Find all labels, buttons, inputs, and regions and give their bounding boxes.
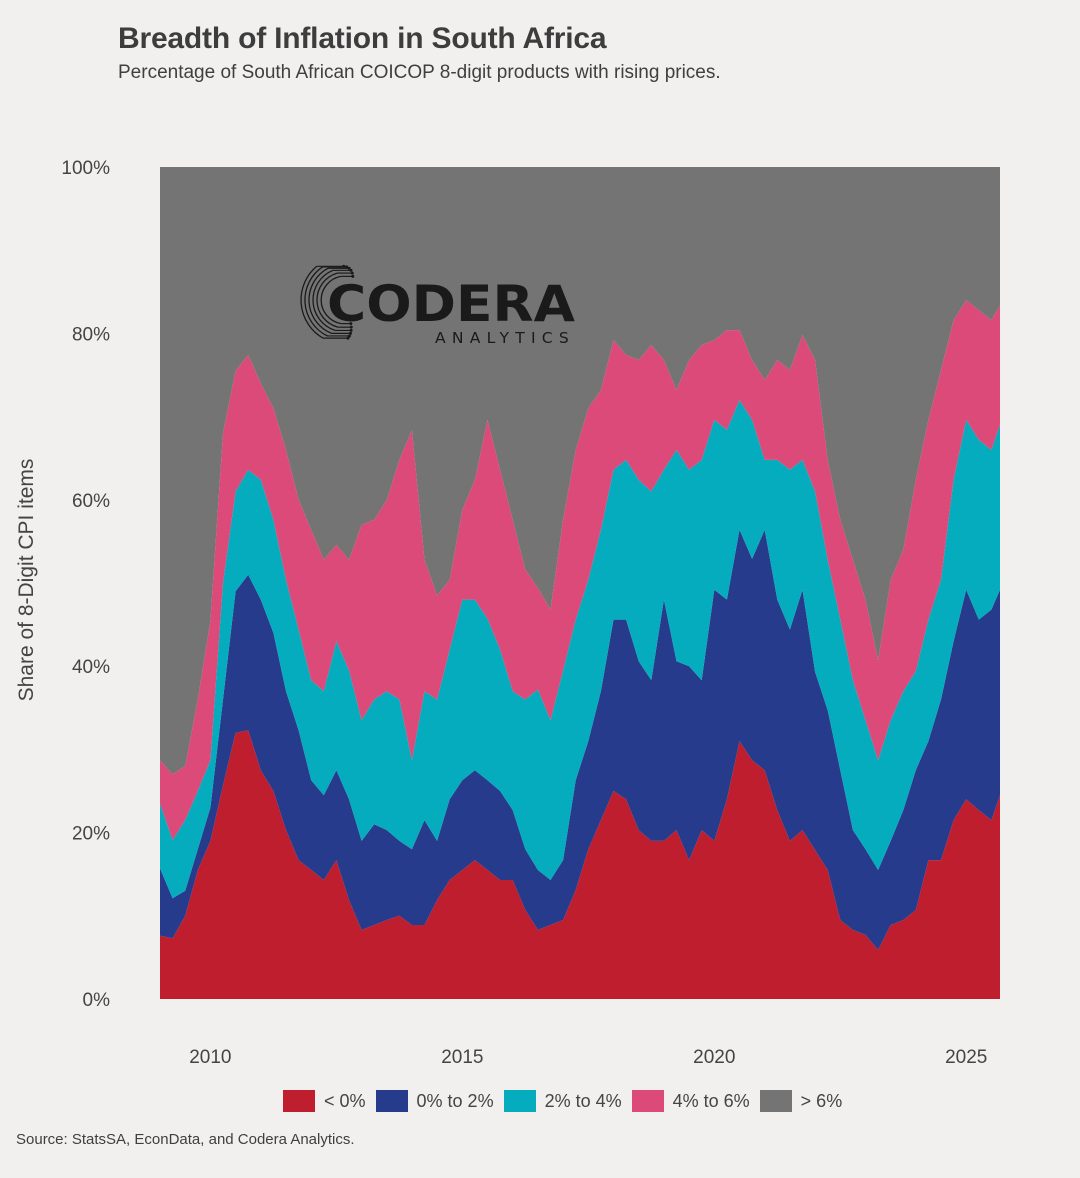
area-series-gt-6 [160, 167, 1000, 775]
y-axis-title: Share of 8-Digit CPI items [15, 459, 38, 702]
legend-swatch [759, 1090, 792, 1112]
area-series-lt-0 [160, 730, 1000, 999]
logo-arc [312, 269, 336, 332]
logo-node [346, 336, 350, 340]
legend-swatch [375, 1090, 408, 1112]
legend-item-0-to-2: 0% to 2% [375, 1090, 494, 1112]
logo-node [347, 334, 351, 338]
legend-label: 0% to 2% [416, 1090, 494, 1111]
area-series-4-to-6 [160, 300, 1000, 841]
logo-arc [316, 272, 339, 328]
y-tick-label: 100% [61, 158, 110, 179]
legend-item-2-to-4: 2% to 4% [503, 1090, 622, 1112]
logo-wordmark: CODERA [327, 275, 575, 333]
logo-arc [300, 265, 324, 339]
legend-swatch [631, 1090, 664, 1112]
logo-arc [304, 266, 328, 337]
logo-node [342, 264, 346, 268]
y-tick-label: 60% [72, 491, 110, 512]
logo-node [349, 268, 353, 272]
legend-label: 4% to 6% [672, 1090, 750, 1111]
y-axis: 0% 20% 40% 60% 80% 100% [61, 158, 110, 1011]
logo-node [345, 265, 349, 269]
stacked-areas [160, 167, 1000, 999]
area-series-0-to-2 [160, 529, 1000, 950]
logo-circuit-icon [300, 264, 355, 340]
legend: < 0% 0% to 2% 2% to 4% 4% to 6% > 6% [283, 1090, 852, 1112]
legend-item-lt-0: < 0% [283, 1090, 366, 1112]
y-tick-label: 0% [83, 990, 111, 1011]
x-tick-label: 2025 [945, 1047, 987, 1068]
legend-item-gt-6: > 6% [759, 1090, 843, 1112]
logo-node [351, 274, 355, 278]
area-series-2-to-4 [160, 400, 1000, 899]
legend-swatch [503, 1090, 536, 1112]
logo-node [347, 266, 351, 270]
legend-swatch [283, 1090, 315, 1112]
chart-subtitle: Percentage of South African COICOP 8-dig… [118, 62, 721, 83]
legend-label: > 6% [800, 1090, 843, 1111]
codera-logo: CODERA ANALYTICS [300, 264, 575, 347]
legend-label: 2% to 4% [544, 1090, 622, 1111]
x-tick-label: 2010 [189, 1047, 231, 1068]
y-tick-label: 40% [72, 657, 110, 678]
source-note: Source: StatsSA, EconData, and Codera An… [16, 1131, 355, 1148]
logo-node [349, 331, 353, 335]
legend-item-4-to-6: 4% to 6% [631, 1090, 750, 1112]
chart-title: Breadth of Inflation in South Africa [118, 22, 607, 55]
logo-tagline: ANALYTICS [435, 329, 575, 347]
x-axis: 2010 2015 2020 2025 [189, 1047, 987, 1068]
logo-node [350, 271, 354, 275]
y-tick-label: 80% [72, 324, 110, 345]
x-tick-label: 2020 [693, 1047, 735, 1068]
logo-node [349, 325, 353, 329]
legend-label: < 0% [324, 1090, 366, 1111]
x-tick-label: 2015 [441, 1047, 483, 1068]
logo-node [349, 322, 353, 326]
logo-arc [320, 275, 341, 325]
logo-node [349, 328, 353, 332]
y-tick-label: 20% [72, 824, 110, 845]
logo-arc [308, 267, 332, 335]
